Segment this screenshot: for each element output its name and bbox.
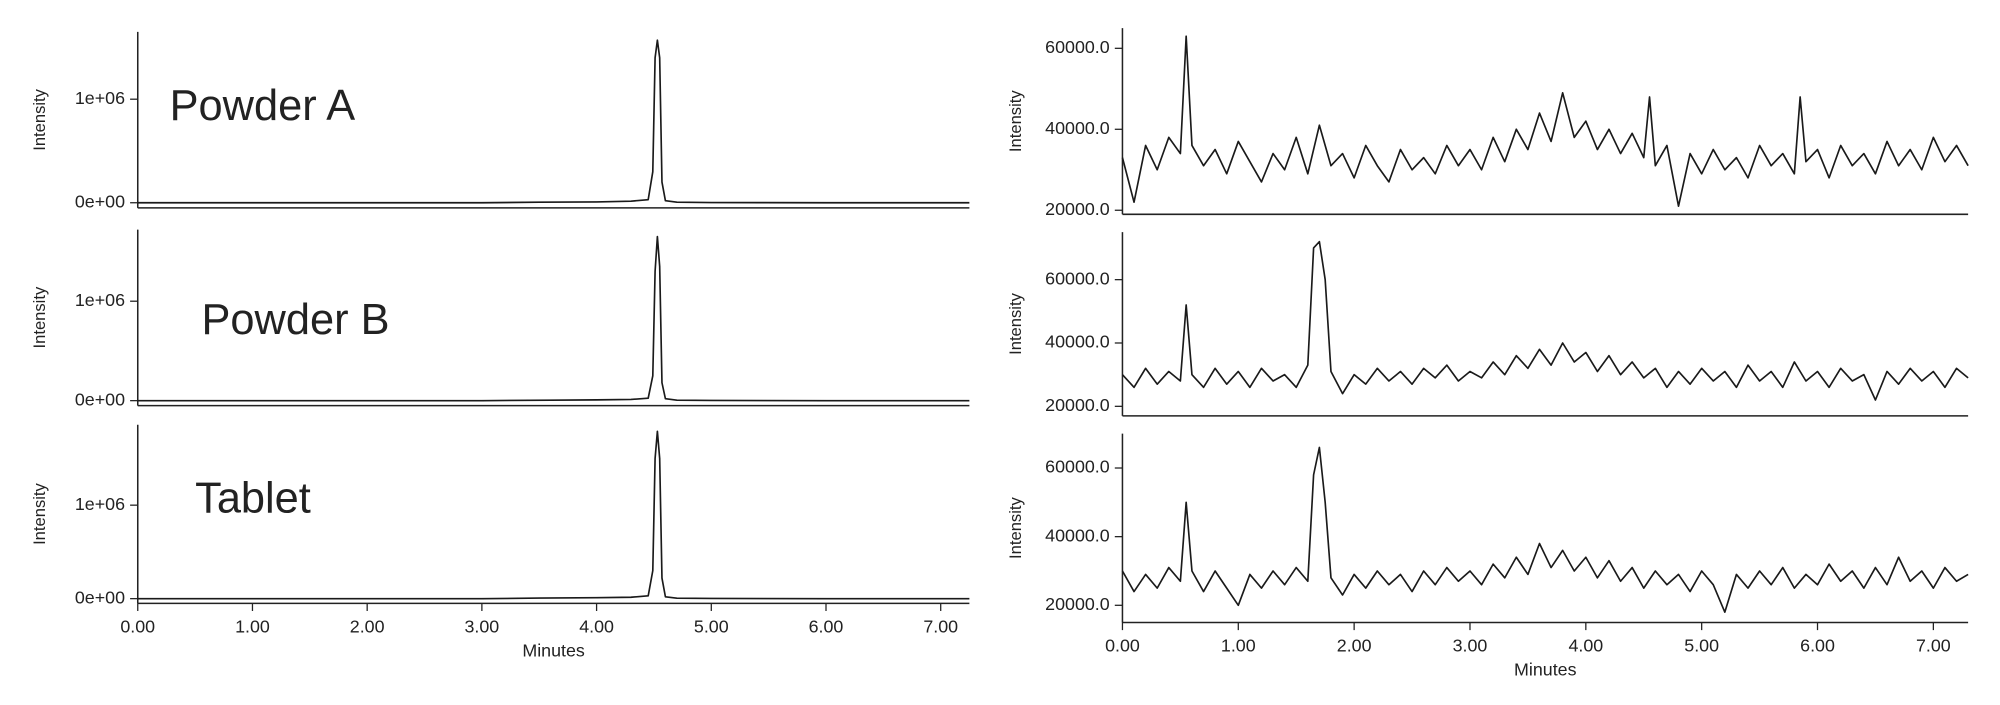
annotation: Tablet (195, 475, 311, 523)
x-tick-label: 4.00 (1568, 635, 1603, 655)
y-tick-label: 1e+06 (75, 494, 125, 514)
y-tick-label: 20000.0 (1045, 594, 1110, 614)
y-tick-label: 0e+00 (75, 587, 125, 607)
x-axis-label: Minutes (522, 641, 585, 661)
trace-line (1121, 35, 1969, 208)
y-tick-label: 20000.0 (1045, 199, 1110, 219)
trace-line (137, 430, 970, 600)
x-tick-label: 1.00 (1221, 635, 1256, 655)
trace-line (1121, 446, 1969, 613)
x-axis-label: Minutes (1514, 660, 1577, 680)
y-tick-label: 20000.0 (1045, 395, 1110, 415)
x-tick-label: 1.00 (235, 616, 270, 636)
y-tick-label: 1e+06 (75, 290, 125, 310)
y-axis-label: Intensity (30, 482, 49, 544)
x-tick-label: 3.00 (465, 616, 500, 636)
y-axis-label: Intensity (1006, 90, 1025, 152)
x-tick-label: 3.00 (1453, 635, 1488, 655)
y-axis-label: Intensity (30, 88, 49, 150)
y-tick-label: 60000.0 (1045, 457, 1110, 477)
y-tick-label: 0e+00 (75, 191, 125, 211)
y-tick-label: 60000.0 (1045, 268, 1110, 288)
trace-line (1121, 240, 1969, 401)
x-tick-label: 0.00 (120, 616, 155, 636)
x-tick-label: 0.00 (1105, 635, 1140, 655)
x-tick-label: 7.00 (923, 616, 958, 636)
annotation: Powder B (202, 296, 390, 344)
x-tick-label: 5.00 (694, 616, 729, 636)
x-tick-label: 2.00 (1337, 635, 1372, 655)
y-tick-label: 60000.0 (1045, 37, 1110, 57)
y-tick-label: 40000.0 (1045, 118, 1110, 138)
x-tick-label: 7.00 (1916, 635, 1951, 655)
trace-line (137, 39, 970, 204)
x-tick-label: 2.00 (350, 616, 385, 636)
x-tick-label: 4.00 (579, 616, 614, 636)
y-tick-label: 0e+00 (75, 389, 125, 409)
y-tick-label: 40000.0 (1045, 525, 1110, 545)
x-tick-label: 6.00 (1800, 635, 1835, 655)
y-axis-label: Intensity (30, 286, 49, 348)
y-tick-label: 1e+06 (75, 88, 125, 108)
annotation: Powder A (170, 82, 356, 130)
y-tick-label: 40000.0 (1045, 332, 1110, 352)
trace-line (137, 235, 970, 402)
y-axis-label: Intensity (1006, 292, 1025, 354)
y-axis-label: Intensity (1006, 496, 1025, 558)
x-tick-label: 5.00 (1684, 635, 1719, 655)
x-tick-label: 6.00 (809, 616, 844, 636)
